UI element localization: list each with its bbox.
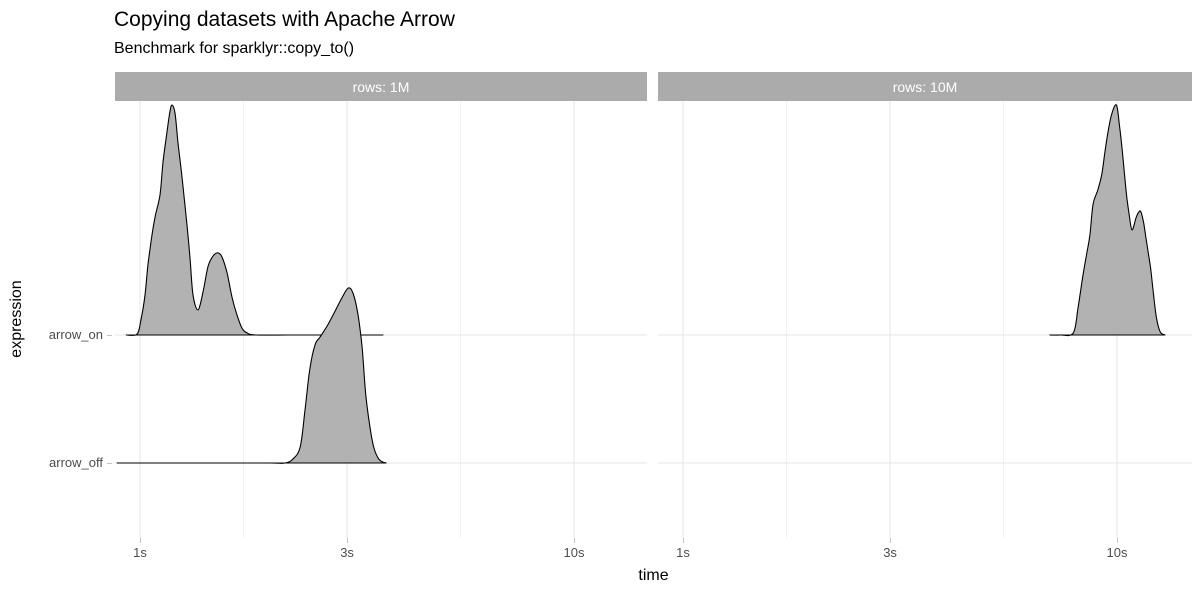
- x-tick-mark: [140, 538, 141, 543]
- facet-panel-rows-10m: [658, 101, 1192, 538]
- y-tick-mark: [107, 335, 112, 336]
- y-tick-mark: [107, 463, 112, 464]
- facet-panel-rows-1m: [115, 101, 647, 538]
- ridge-arrow_on: [1049, 104, 1166, 337]
- plot-subtitle: Benchmark for sparklyr::copy_to(): [114, 40, 355, 57]
- plot-title: Copying datasets with Apache Arrow: [114, 8, 455, 31]
- y-category-label-arrow_on: arrow_on: [48, 327, 103, 342]
- facet-strip-rows-1m: rows: 1M: [115, 72, 647, 101]
- facet-strip-label: rows: 1M: [352, 78, 410, 95]
- x-tick-label: 3s: [883, 545, 897, 560]
- facet-strip-label: rows: 10M: [892, 78, 958, 95]
- x-tick-label: 3s: [340, 545, 354, 560]
- x-tick-label: 1s: [133, 545, 147, 560]
- x-tick-label: 10s: [563, 545, 585, 560]
- y-axis-title: expression: [8, 280, 25, 358]
- x-tick-mark: [1117, 538, 1118, 543]
- x-tick-mark: [683, 538, 684, 543]
- y-category-label-arrow_off: arrow_off: [49, 455, 103, 470]
- x-axis-title: time: [638, 567, 669, 584]
- x-tick-mark: [574, 538, 575, 543]
- ridge-arrow_off: [116, 287, 387, 464]
- x-tick-label: 1s: [676, 545, 690, 560]
- x-tick-mark: [890, 538, 892, 543]
- x-tick-label: 10s: [1106, 545, 1128, 560]
- ridge-arrow_on: [125, 104, 384, 336]
- facet-strip-rows-10m: rows: 10M: [658, 72, 1192, 101]
- x-tick-mark: [347, 538, 349, 543]
